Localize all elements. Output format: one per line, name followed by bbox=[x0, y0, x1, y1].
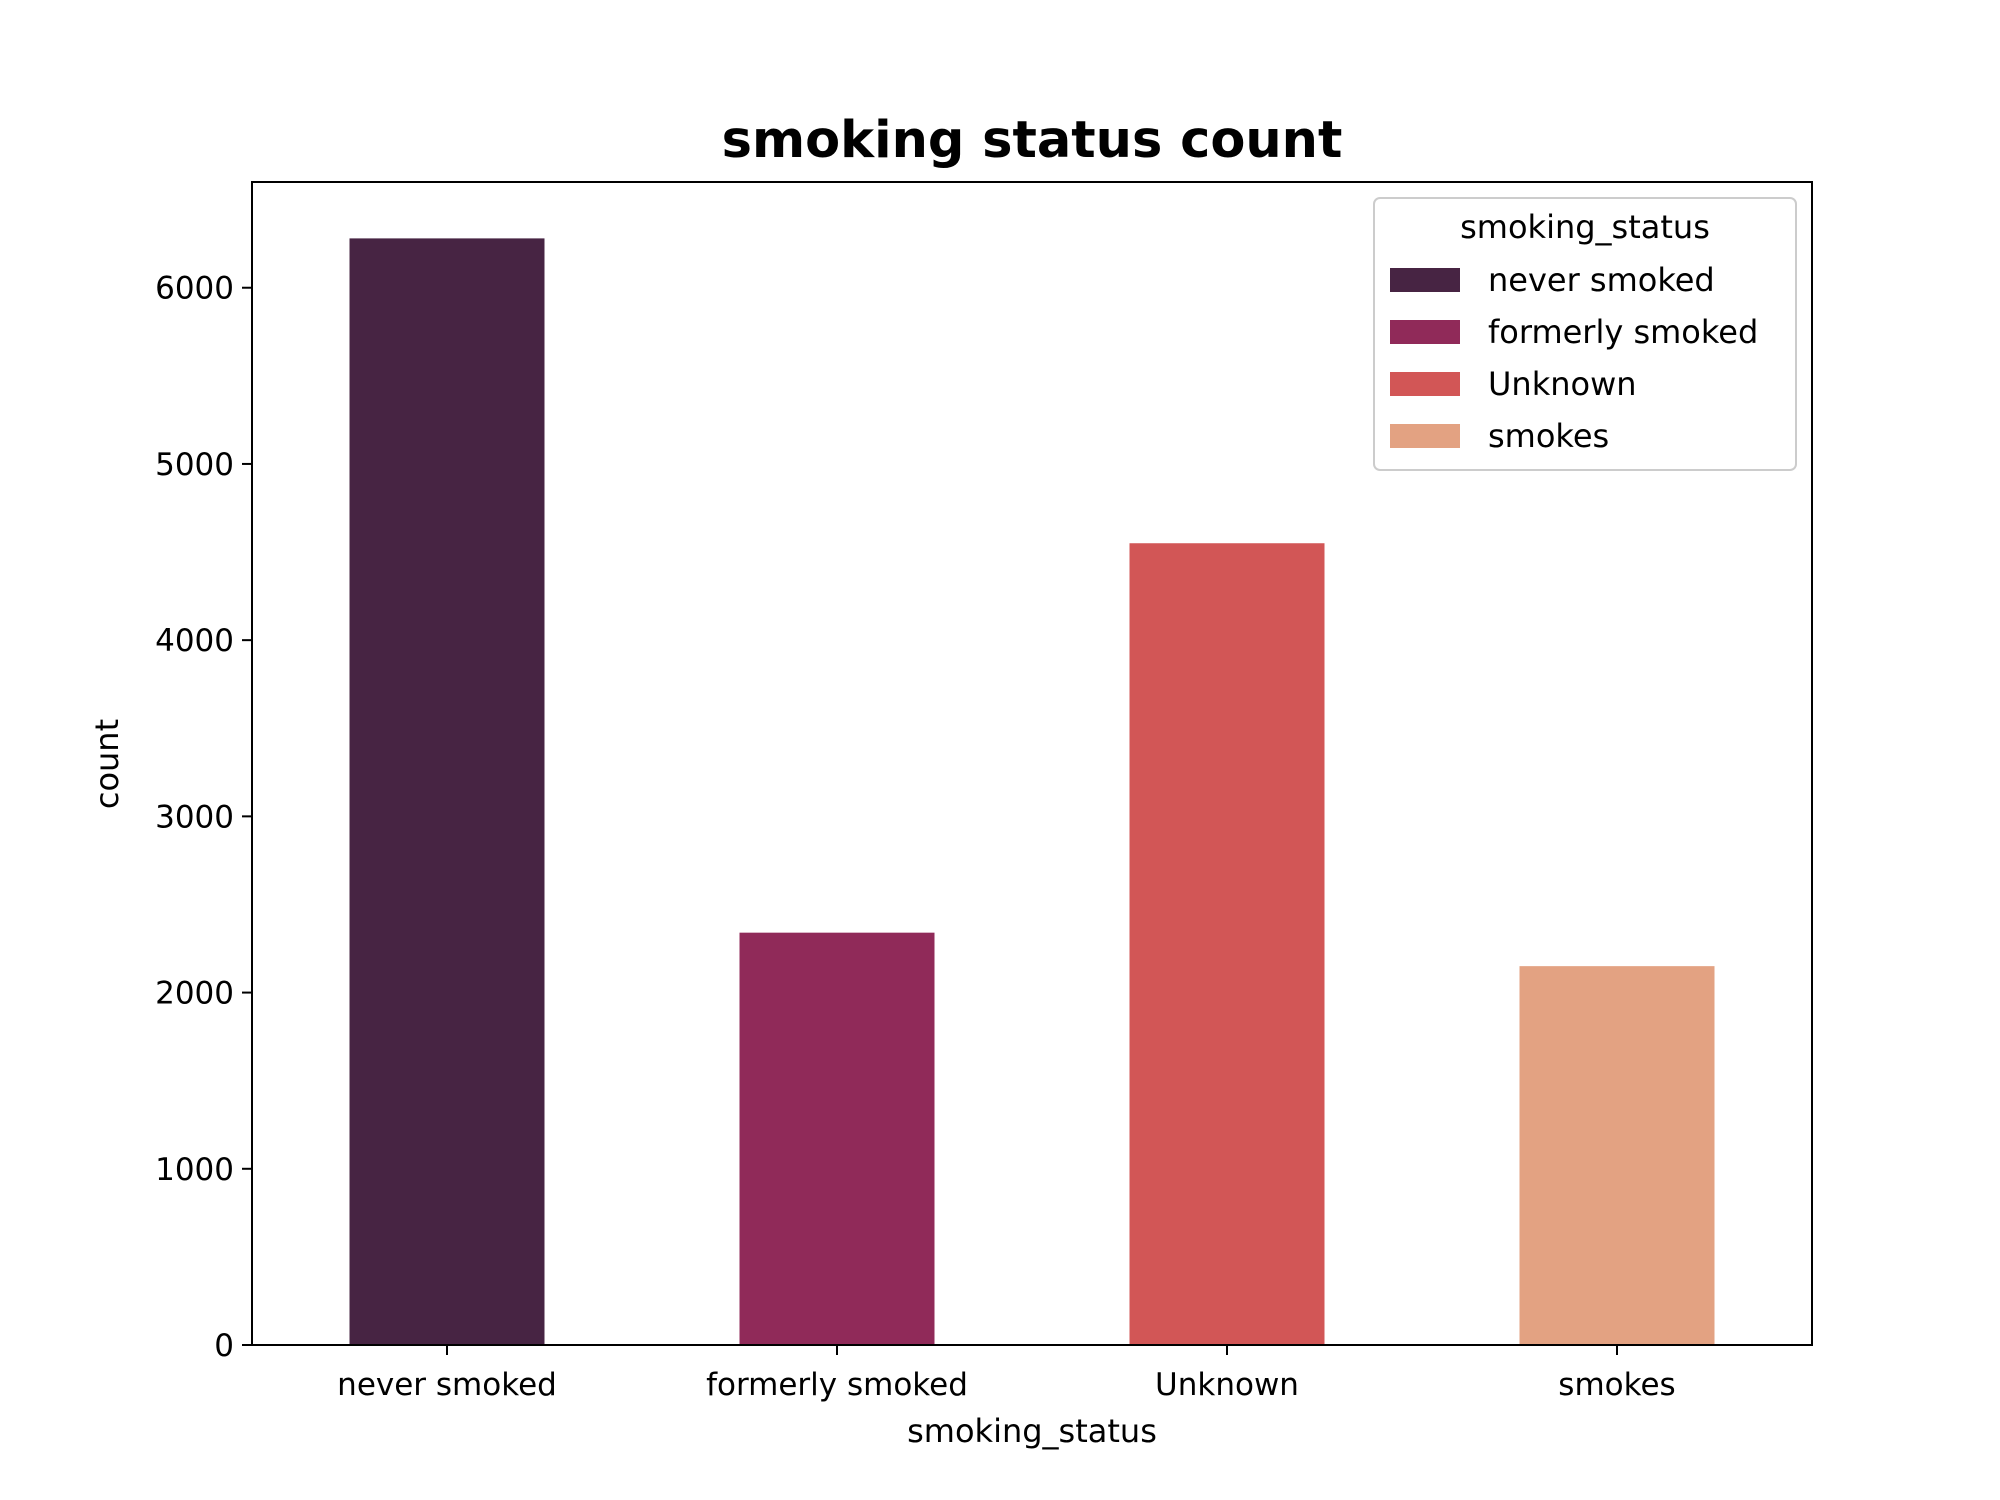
y-axis-label: count bbox=[88, 719, 126, 809]
bar-formerly-smoked bbox=[739, 932, 935, 1345]
legend: smoking_status never smoked formerly smok… bbox=[1373, 197, 1797, 471]
plot-frame bbox=[251, 181, 1813, 1346]
y-tick-label: 3000 bbox=[155, 799, 234, 835]
legend-entry-label: never smoked bbox=[1488, 261, 1715, 299]
x-axis-label: smoking_status bbox=[907, 1412, 1157, 1450]
bars-group bbox=[349, 238, 1715, 1345]
chart-title: smoking status count bbox=[722, 111, 1343, 170]
bar-smokes bbox=[1519, 966, 1715, 1345]
y-tick-label: 0 bbox=[214, 1328, 234, 1364]
x-tick-label: formerly smoked bbox=[706, 1367, 968, 1403]
legend-frame bbox=[1373, 197, 1797, 471]
y-tick-label: 6000 bbox=[155, 271, 234, 307]
legend-entry-label: Unknown bbox=[1488, 365, 1637, 403]
bar-never-smoked bbox=[349, 238, 545, 1345]
y-axis: 0 1000 2000 3000 4000 5000 6000 bbox=[155, 271, 252, 1364]
x-tick-label: smokes bbox=[1558, 1367, 1675, 1403]
legend-swatch bbox=[1390, 372, 1460, 396]
legend-title: smoking_status bbox=[1460, 208, 1710, 246]
legend-entries: never smoked formerly smoked Unknown smokes bbox=[1390, 261, 1758, 455]
y-tick-label: 5000 bbox=[155, 447, 234, 483]
x-tick-label: never smoked bbox=[337, 1367, 557, 1403]
bar-unknown bbox=[1129, 543, 1325, 1345]
y-tick-label: 1000 bbox=[155, 1152, 234, 1188]
x-axis: never smoked formerly smoked Unknown smokes bbox=[337, 1345, 1676, 1403]
legend-swatch bbox=[1390, 424, 1460, 448]
legend-swatch bbox=[1390, 268, 1460, 292]
legend-entry-label: formerly smoked bbox=[1488, 313, 1758, 351]
y-tick-label: 2000 bbox=[155, 976, 234, 1012]
legend-entry-label: smokes bbox=[1488, 417, 1609, 455]
y-tick-label: 4000 bbox=[155, 623, 234, 659]
x-tick-label: Unknown bbox=[1155, 1367, 1299, 1403]
legend-swatch bbox=[1390, 320, 1460, 344]
